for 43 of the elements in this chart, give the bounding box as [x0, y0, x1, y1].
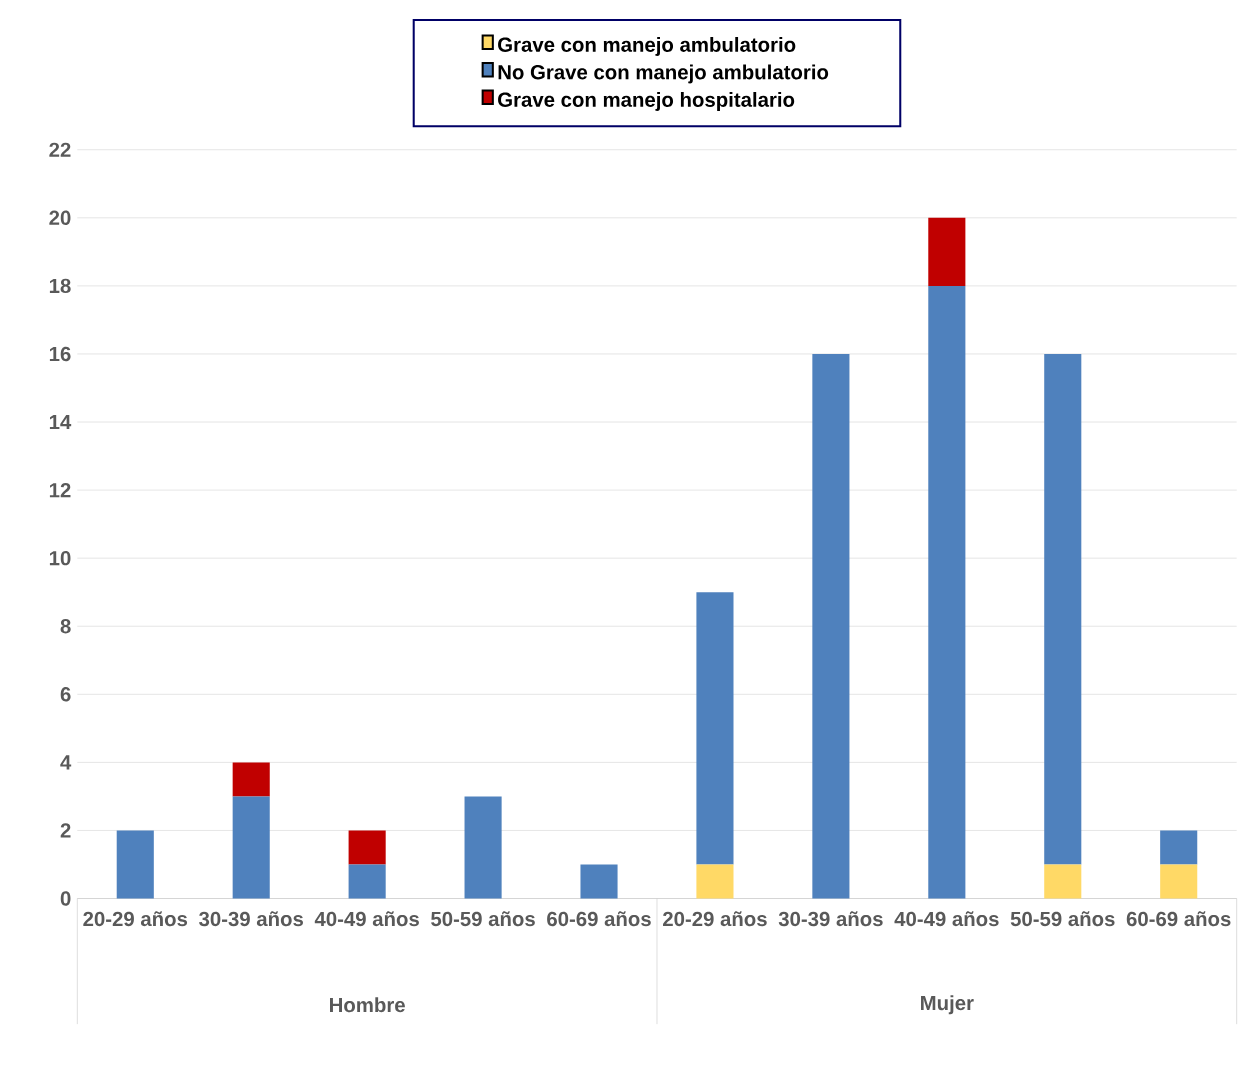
legend-label: Grave con manejo ambulatorio: [498, 36, 796, 56]
bar: [232, 762, 270, 797]
y-tick-label: 8: [60, 619, 71, 634]
bar: [928, 217, 966, 286]
bar: [464, 796, 502, 899]
x-tick-label: 30-39 años: [199, 911, 303, 927]
x-tick-label: 60-69 años: [1126, 911, 1231, 927]
text: Hombre: [330, 997, 405, 1013]
y-tick-label: 12: [49, 482, 71, 498]
legend-label: No Grave con manejo ambulatorio: [498, 64, 829, 84]
y-tick-label: 22: [49, 142, 71, 157]
x-tick-label: 40-49 años: [314, 911, 419, 927]
x-tick-label: 20-29 años: [663, 911, 767, 927]
y-tick-label: 6: [60, 687, 71, 702]
x-tick-label: 60-69 años: [547, 911, 651, 927]
bar: [116, 830, 154, 899]
bar: [1160, 830, 1198, 865]
y-tick-label: 2: [60, 823, 71, 838]
bar: [1044, 864, 1082, 899]
x-tick-label: 40-49 años: [894, 911, 999, 927]
bar: [348, 830, 386, 865]
y-tick-label: 14: [49, 414, 72, 429]
x-tick-label: 50-59 años: [431, 911, 535, 927]
x-tick-label: 30-39 años: [778, 911, 883, 927]
bar: [928, 285, 966, 899]
bar: [348, 864, 386, 899]
y-tick-label: 18: [49, 278, 71, 294]
y-tick-label: 20: [49, 210, 71, 225]
bar: [232, 796, 270, 899]
y-tick-label: 10: [49, 550, 71, 566]
text: Mujer: [921, 995, 974, 1015]
x-tick-label: 50-59 años: [1010, 911, 1115, 927]
bar: [580, 864, 618, 899]
bar: [1044, 353, 1082, 865]
bar: [696, 864, 734, 899]
bar: [812, 353, 850, 899]
y-tick-label: 0: [60, 891, 71, 906]
bar: [696, 592, 734, 865]
bar: [1160, 864, 1198, 899]
y-tick-label: 16: [49, 346, 71, 362]
x-tick-label: 20-29 años: [83, 911, 188, 927]
y-tick-label: 4: [60, 755, 72, 770]
legend-label: Grave con manejo hospitalario: [498, 91, 795, 111]
